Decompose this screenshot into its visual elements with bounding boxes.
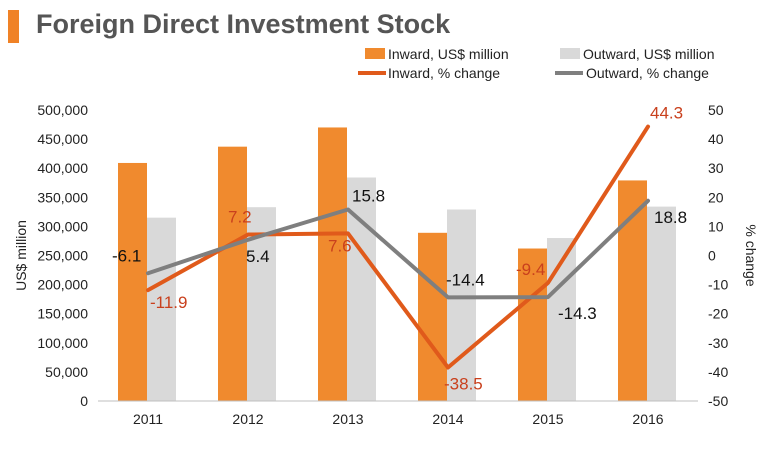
left-tick-label: 50,000 [45, 364, 88, 380]
left-tick-label: 300,000 [37, 218, 88, 234]
left-tick-label: 400,000 [37, 160, 88, 176]
legend-label: Outward, US$ million [583, 46, 715, 62]
inward-change-label: 7.2 [228, 208, 252, 227]
right-tick-label: 40 [708, 131, 724, 147]
x-tick-label: 2016 [632, 411, 663, 427]
bars-layer [118, 127, 676, 402]
outward-bar [447, 209, 476, 401]
right-tick-label: -30 [708, 335, 728, 351]
chart-legend: Inward, US$ million Outward, US$ million I… [358, 46, 715, 81]
left-tick-label: 0 [80, 393, 88, 409]
chart-title: Foreign Direct Investment Stock [36, 9, 451, 39]
inward-bar [218, 146, 247, 401]
left-tick-label: 350,000 [37, 189, 88, 205]
legend-label: Outward, % change [586, 65, 709, 81]
right-tick-label: 20 [708, 189, 724, 205]
lines-layer [146, 124, 650, 370]
right-tick-label: -10 [708, 277, 728, 293]
right-tick-label: 0 [708, 248, 716, 264]
inward-bar [118, 162, 147, 401]
inward-change-label: -11.9 [150, 293, 188, 312]
right-tick-label: -50 [708, 393, 728, 409]
left-tick-label: 250,000 [37, 248, 88, 264]
legend-label: Inward, % change [388, 65, 500, 81]
right-axis: -50 -40 -30 -20 -10 0 10 20 30 40 50 % change [708, 102, 759, 409]
outward-bar [647, 206, 676, 401]
right-tick-label: 30 [708, 160, 724, 176]
inward-change-label: 7.6 [328, 236, 352, 255]
x-tick-label: 2015 [532, 411, 563, 427]
left-tick-label: 500,000 [37, 102, 88, 118]
legend-swatch-outward-bar [560, 48, 580, 59]
inward-change-label: 44.3 [650, 104, 683, 123]
inward-change-label: -9.4 [516, 260, 545, 279]
outward-change-label: -6.1 [112, 246, 141, 265]
legend-swatch-inward-bar [365, 48, 385, 59]
title-accent-bar [8, 10, 19, 43]
x-tick-label: 2013 [332, 411, 363, 427]
legend-label: Inward, US$ million [388, 46, 509, 62]
outward-change-label: -14.3 [558, 304, 597, 323]
right-axis-title: % change [743, 224, 759, 286]
x-tick-label: 2014 [432, 411, 463, 427]
data-labels: -11.9 7.2 7.6 -38.5 -9.4 44.3 -6.1 5.4 15.8 -14.4… [112, 104, 687, 394]
x-tick-label: 2011 [133, 411, 163, 427]
outward-bar [147, 217, 176, 401]
outward-change-line [146, 198, 650, 300]
x-axis: 2011 2012 2013 2014 2015 2016 [98, 400, 698, 427]
right-tick-label: -40 [708, 364, 728, 380]
left-tick-label: 200,000 [37, 277, 88, 293]
right-tick-label: -20 [708, 306, 728, 322]
inward-bar [418, 232, 447, 401]
inward-bar [318, 127, 347, 402]
left-tick-label: 150,000 [37, 306, 88, 322]
left-tick-label: 100,000 [37, 335, 88, 351]
right-tick-label: 50 [708, 102, 724, 118]
x-tick-label: 2012 [232, 411, 263, 427]
left-axis-title: US$ million [13, 220, 29, 291]
outward-change-label: 15.8 [352, 187, 385, 206]
inward-change-label: -38.5 [444, 375, 483, 394]
right-tick-label: 10 [708, 218, 724, 234]
inward-bar [518, 248, 547, 401]
left-tick-label: 450,000 [37, 131, 88, 147]
outward-change-label: -14.4 [446, 270, 485, 289]
outward-change-label: 5.4 [246, 247, 270, 266]
left-axis: 0 50,000 100,000 150,000 200,000 250,000 300,0… [13, 102, 88, 409]
outward-change-label: 18.8 [654, 208, 687, 227]
